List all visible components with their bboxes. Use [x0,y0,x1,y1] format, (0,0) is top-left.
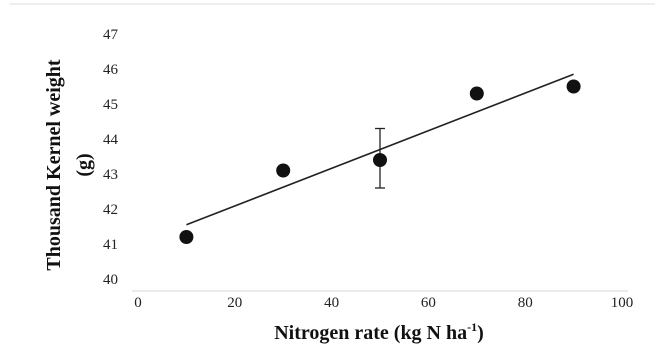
y-tick-label: 47 [103,27,119,43]
y-tick-label: 41 [103,237,118,253]
data-point [566,79,581,94]
x-axis-title-main: Nitrogen rate (kg N ha [274,322,467,344]
x-tick-labels: 0 20 40 60 80 100 [134,295,633,311]
x-axis-title-suffix: ) [477,322,484,344]
y-tick-label: 46 [103,62,119,78]
data-point [276,163,291,178]
y-tick-label: 44 [103,132,119,148]
data-point [179,230,194,244]
y-tick-labels: 40 41 42 43 44 45 46 47 [103,27,119,288]
x-axis-title: Nitrogen rate (kg N ha-1) [274,320,484,344]
x-tick-label: 40 [324,295,339,311]
data-point [469,86,484,101]
data-point [373,153,387,167]
x-tick-label: 100 [611,295,634,311]
x-tick-label: 60 [421,295,436,311]
y-axis-title-line1: Thousand Kernel weight [43,59,65,270]
x-tick-label: 0 [134,295,142,311]
y-tick-label: 42 [103,202,118,218]
data-points [179,79,581,244]
x-axis-title-sup: -1 [467,320,477,334]
y-axis-title-line2: (g) [73,153,95,176]
y-tick-label: 40 [103,272,118,288]
y-tick-label: 43 [103,167,118,183]
x-tick-label: 20 [227,295,242,311]
x-tick-label: 80 [518,295,533,311]
y-tick-label: 45 [103,97,118,113]
